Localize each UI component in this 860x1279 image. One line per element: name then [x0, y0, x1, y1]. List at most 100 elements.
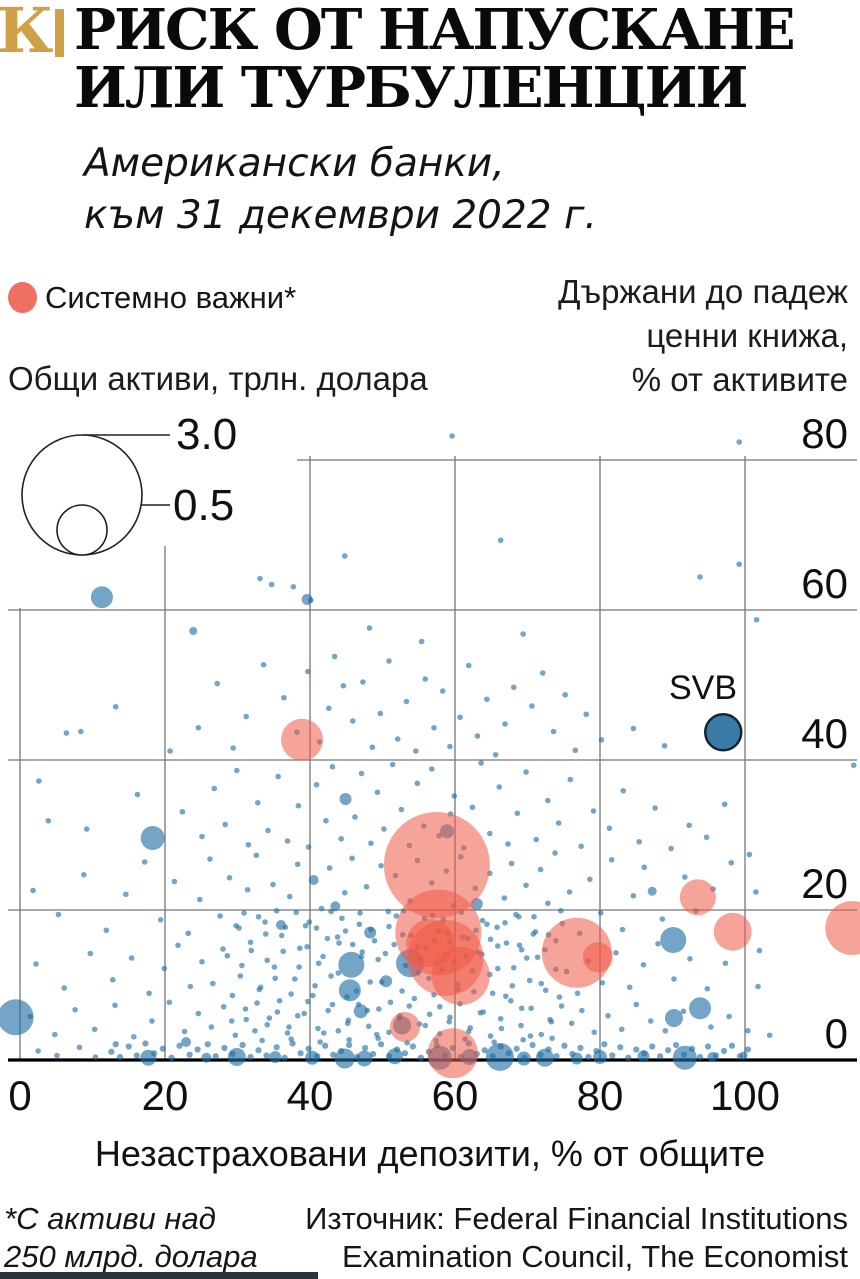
bank-dot — [496, 784, 503, 790]
bank-dot — [157, 916, 164, 923]
bank-dot — [356, 1050, 373, 1067]
bank-dot — [535, 1048, 554, 1067]
bank-dot — [520, 631, 526, 637]
bank-dot — [208, 1024, 215, 1030]
bank-dot — [331, 653, 338, 660]
bank-dot — [336, 940, 342, 946]
bank-dot — [134, 791, 141, 798]
bank-dot — [411, 995, 418, 1002]
bank-dot — [320, 1030, 327, 1036]
bank-dot — [305, 998, 311, 1005]
bank-dot — [271, 964, 278, 970]
bank-dot — [334, 1048, 355, 1069]
bank-dot — [569, 1050, 576, 1058]
bank-dot — [386, 1048, 403, 1065]
bank-dot — [422, 1022, 429, 1029]
bank-dot — [689, 997, 712, 1020]
systemic-bank-bubble — [383, 812, 490, 918]
bank-dot — [265, 827, 271, 834]
bank-dot — [195, 1010, 202, 1017]
bank-dot — [426, 1011, 433, 1018]
bank-dot — [239, 1041, 246, 1049]
bank-dot — [175, 942, 181, 949]
bank-dot — [233, 922, 239, 929]
bank-dot — [447, 743, 453, 750]
bank-dot — [712, 1052, 720, 1059]
bank-dot — [376, 1006, 382, 1012]
bank-dot — [239, 962, 245, 969]
x-tick-label: 100 — [709, 1072, 781, 1119]
bank-dot — [81, 871, 87, 878]
bank-dot — [273, 1044, 280, 1051]
bank-dot — [367, 979, 373, 985]
bank-dot — [513, 1045, 520, 1052]
bank-dot — [657, 1053, 664, 1060]
bank-dot — [340, 682, 347, 689]
bank-dot — [550, 728, 557, 735]
bank-dot — [297, 945, 303, 952]
bank-dot — [329, 1001, 336, 1008]
bank-dot — [446, 1018, 453, 1025]
bank-dot — [755, 983, 761, 990]
bank-dot — [222, 821, 228, 828]
bank-dot — [90, 586, 113, 609]
bank-dot — [682, 874, 688, 880]
bank-dot — [374, 789, 381, 796]
bank-dot — [125, 1043, 132, 1050]
bank-dot — [149, 1018, 155, 1024]
bank-dot — [369, 1050, 377, 1058]
size-legend-circle-small — [56, 504, 108, 556]
bank-dot — [264, 1021, 271, 1028]
bank-dot — [92, 1054, 99, 1060]
bank-dot — [489, 990, 496, 997]
bank-dot — [478, 760, 484, 766]
bank-dot — [349, 855, 355, 862]
bank-dot — [447, 1014, 453, 1021]
bank-dot — [502, 993, 509, 1000]
bank-dot — [850, 762, 857, 769]
bank-dot — [266, 1015, 273, 1021]
y-tick-label: 40 — [801, 710, 848, 757]
bank-dot — [688, 1045, 696, 1052]
bank-dot — [618, 1026, 625, 1033]
bank-dot — [159, 1045, 166, 1052]
bank-dot — [338, 951, 365, 978]
bank-dot — [323, 817, 329, 824]
bank-dot — [257, 575, 263, 582]
bank-dot — [55, 911, 62, 918]
bank-dot — [168, 1054, 175, 1061]
bank-dot — [334, 934, 341, 940]
bank-dot — [352, 814, 358, 820]
bank-dot — [562, 691, 568, 698]
bank-dot — [387, 999, 394, 1006]
bank-dot — [377, 710, 384, 717]
bank-dot — [485, 1043, 514, 1071]
bank-dot — [293, 909, 300, 916]
y-tick-label: 80 — [801, 410, 848, 457]
bank-dot — [487, 1033, 494, 1039]
bank-dot — [345, 1017, 352, 1024]
bank-dot — [568, 1020, 575, 1027]
bank-dot — [479, 917, 486, 924]
bank-dot — [393, 913, 400, 919]
bank-dot — [204, 1041, 211, 1048]
bank-dot — [294, 861, 301, 868]
bank-dot — [537, 866, 544, 873]
bank-dot — [753, 889, 759, 895]
bank-dot — [181, 1037, 192, 1047]
bank-dot — [484, 696, 490, 703]
bank-dot — [591, 1029, 597, 1036]
bank-dot — [720, 1047, 728, 1055]
bank-dot — [534, 954, 541, 961]
bank-dot — [123, 891, 129, 898]
footnote-asterisk-line2: 250 млрд. долара — [4, 1239, 258, 1274]
bank-dot — [278, 932, 285, 939]
bank-dot — [87, 950, 94, 957]
bank-dot — [414, 780, 421, 787]
bank-dot — [353, 988, 360, 994]
bank-dot — [567, 776, 574, 783]
bank-dot — [233, 767, 240, 774]
bank-dot — [728, 859, 735, 866]
bank-dot — [326, 705, 332, 712]
bank-dot — [330, 1051, 337, 1058]
